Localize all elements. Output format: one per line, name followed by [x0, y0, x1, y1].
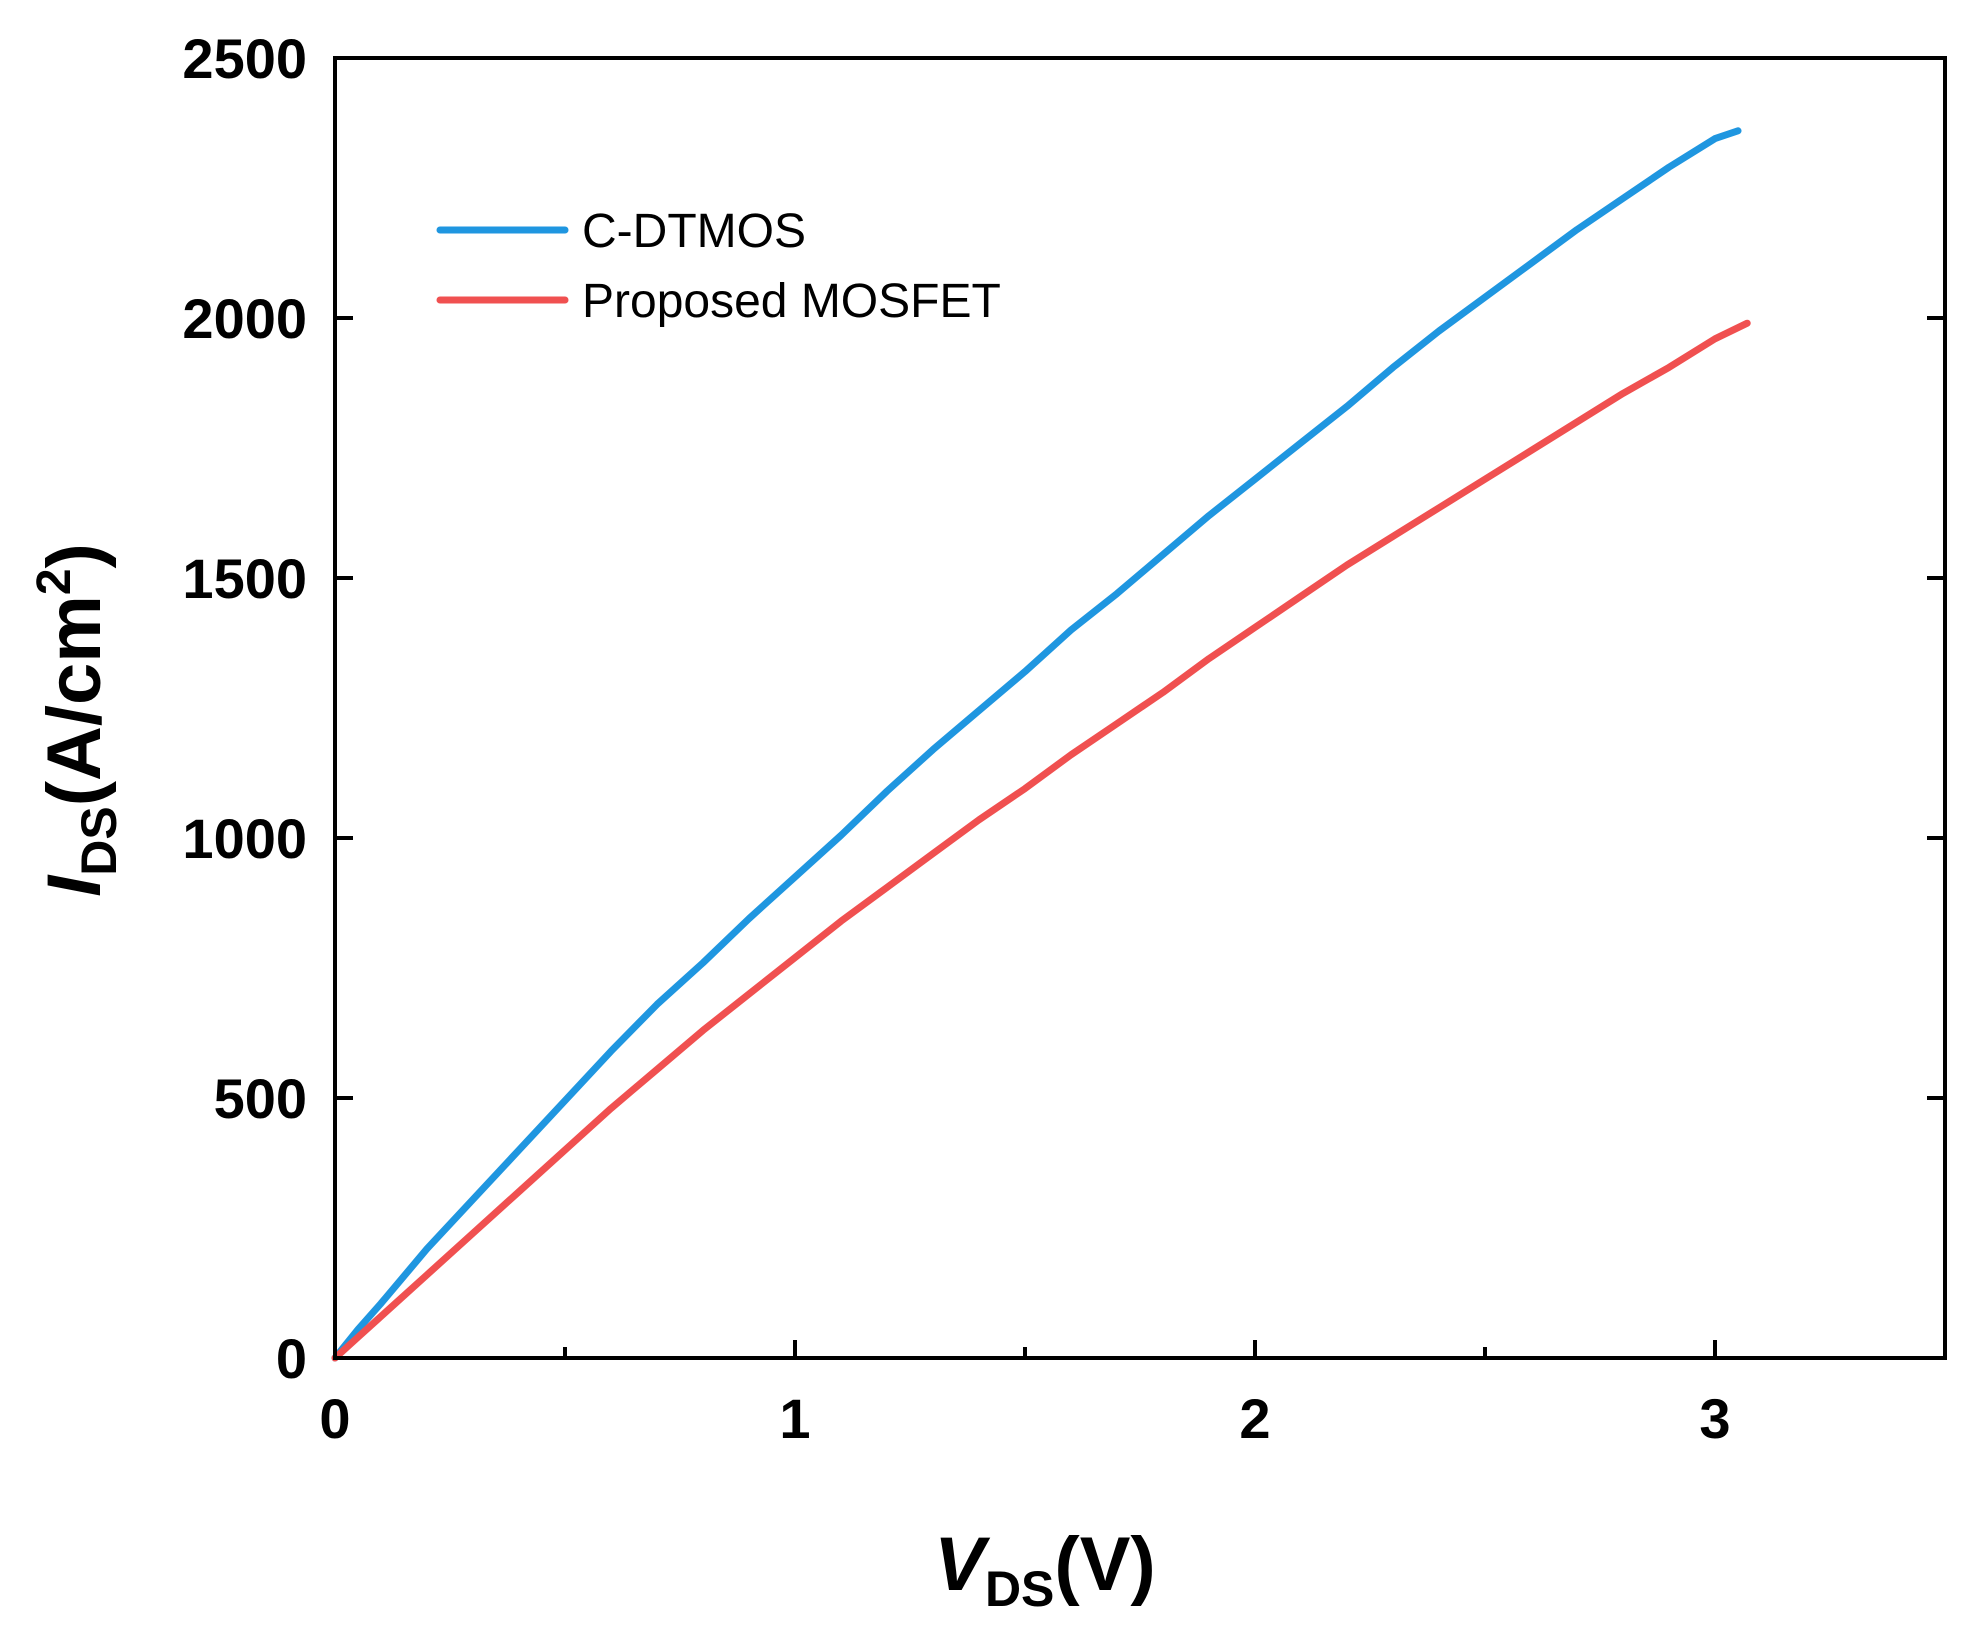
y-tick-label: 1500 [182, 547, 307, 610]
x-tick-label: 0 [319, 1387, 350, 1450]
y-tick-label: 0 [276, 1327, 307, 1390]
axes-layer [333, 56, 1947, 1360]
y-axis-title-unit-sup: 2 [28, 568, 81, 595]
ticks-layer: 0 1 2 3 0 500 1000 1500 2000 2500 [182, 27, 1945, 1450]
y-tick-label: 1000 [182, 807, 307, 870]
series-line-c-dtmos [331, 127, 1742, 1362]
series-layer [331, 127, 1751, 1362]
y-tick-label: 500 [214, 1067, 307, 1130]
y-axis-title-unit-close: ) [32, 543, 117, 568]
x-axis-title: VDS(V) [934, 1522, 1155, 1617]
legend: C-DTMOS Proposed MOSFET [436, 205, 1001, 328]
y-tick-label: 2500 [182, 27, 307, 90]
x-axis-title-main: V [934, 1522, 990, 1607]
legend-label-c-dtmos: C-DTMOS [582, 205, 806, 258]
series-line-proposed-mosfet [331, 319, 1751, 1362]
x-axis-title-sub: DS [985, 1561, 1054, 1617]
y-axis-title-unit-open: (A/cm [32, 595, 117, 806]
legend-label-proposed-mosfet: Proposed MOSFET [582, 275, 1001, 328]
x-tick-label: 1 [779, 1387, 810, 1450]
y-axis-title: IDS(A/cm2) [28, 543, 127, 897]
plot-frame [333, 56, 1947, 1360]
x-tick-label: 2 [1239, 1387, 1270, 1450]
y-axis-title-sub: DS [71, 806, 127, 875]
x-tick-label: 3 [1699, 1387, 1730, 1450]
y-axis-title-main: I [32, 874, 117, 897]
x-axis-title-unit: (V) [1054, 1522, 1155, 1607]
y-tick-label: 2000 [182, 287, 307, 350]
